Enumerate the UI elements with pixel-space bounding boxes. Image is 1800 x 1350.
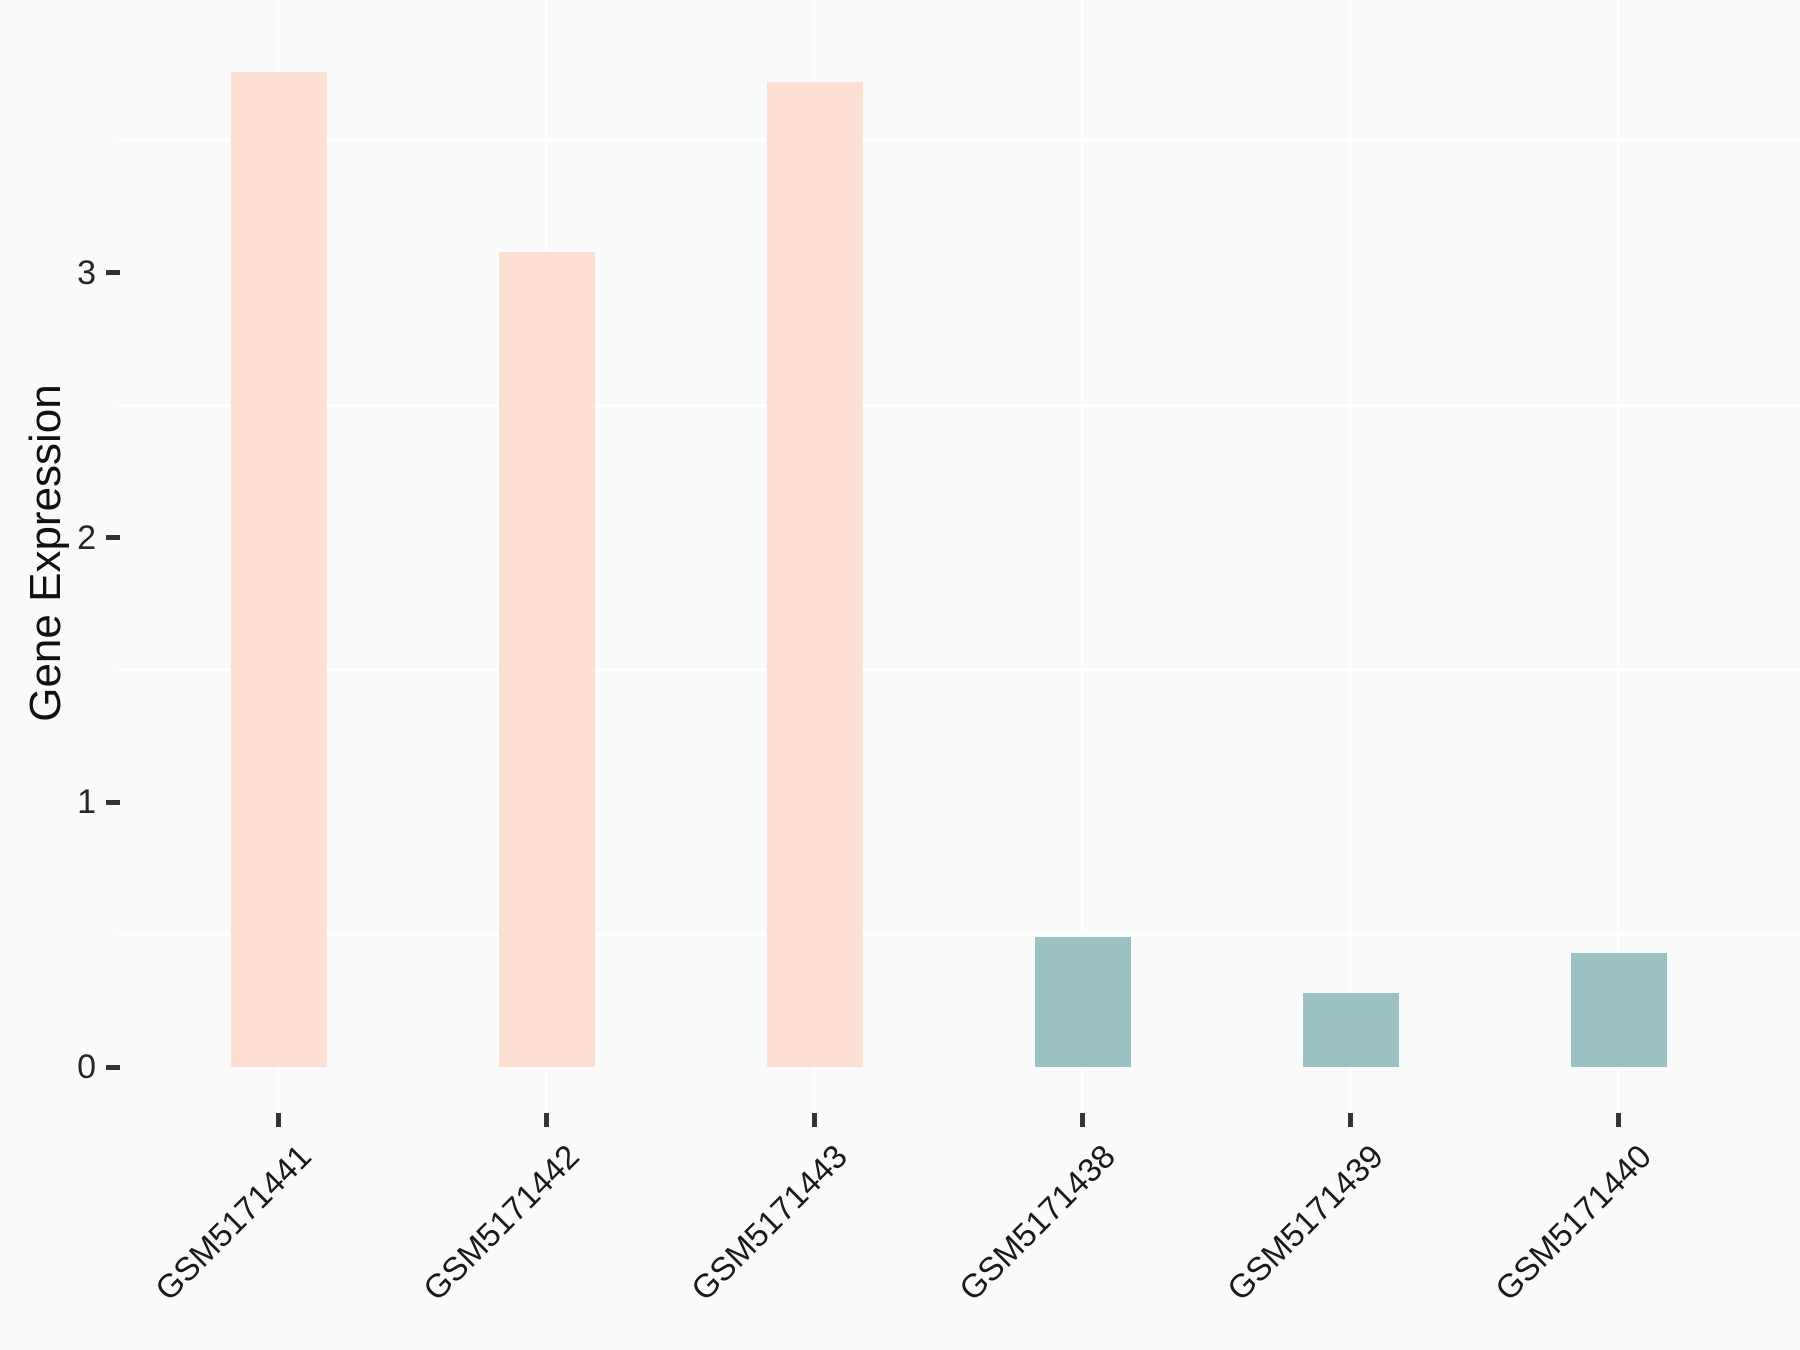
x-tick-label-GSM5171439: GSM5171439 <box>1220 1137 1391 1308</box>
y-tick-mark-3 <box>106 270 120 276</box>
gridline-minor-y-3.5 <box>118 139 1800 143</box>
gridline-minor-y-2.5 <box>118 403 1800 407</box>
bar-GSM5171442 <box>498 251 595 1067</box>
bar-GSM5171439 <box>1302 992 1399 1067</box>
bar-GSM5171443 <box>766 82 863 1067</box>
x-tick-label-GSM5171438: GSM5171438 <box>952 1137 1123 1308</box>
bar-GSM5171441 <box>230 71 327 1067</box>
x-tick-mark-GSM5171439 <box>1348 1113 1354 1127</box>
y-tick-mark-1 <box>106 799 120 805</box>
x-tick-mark-GSM5171442 <box>544 1113 550 1127</box>
x-tick-label-GSM5171441: GSM5171441 <box>148 1137 319 1308</box>
x-tick-mark-GSM5171440 <box>1616 1113 1622 1127</box>
gridline-vertical-GSM5171440 <box>1617 0 1621 1113</box>
x-tick-mark-GSM5171443 <box>812 1113 818 1127</box>
y-tick-mark-2 <box>106 535 120 541</box>
y-tick-mark-0 <box>106 1064 120 1070</box>
bar-GSM5171440 <box>1570 953 1667 1067</box>
x-tick-label-GSM5171442: GSM5171442 <box>416 1137 587 1308</box>
gridline-vertical-GSM5171439 <box>1349 0 1353 1113</box>
x-tick-mark-GSM5171438 <box>1080 1113 1086 1127</box>
x-tick-label-GSM5171440: GSM5171440 <box>1488 1137 1659 1308</box>
gridline-vertical-GSM5171438 <box>1081 0 1085 1113</box>
y-tick-label-1: 1 <box>77 783 96 822</box>
x-tick-label-GSM5171443: GSM5171443 <box>684 1137 855 1308</box>
x-tick-mark-GSM5171441 <box>276 1113 282 1127</box>
y-tick-label-2: 2 <box>77 518 96 557</box>
gridline-minor-y-1.5 <box>118 668 1800 672</box>
bar-GSM5171438 <box>1034 937 1131 1067</box>
gridline-minor-y-0.5 <box>118 933 1800 937</box>
y-tick-label-0: 0 <box>77 1048 96 1086</box>
y-tick-label-3: 3 <box>77 253 96 292</box>
